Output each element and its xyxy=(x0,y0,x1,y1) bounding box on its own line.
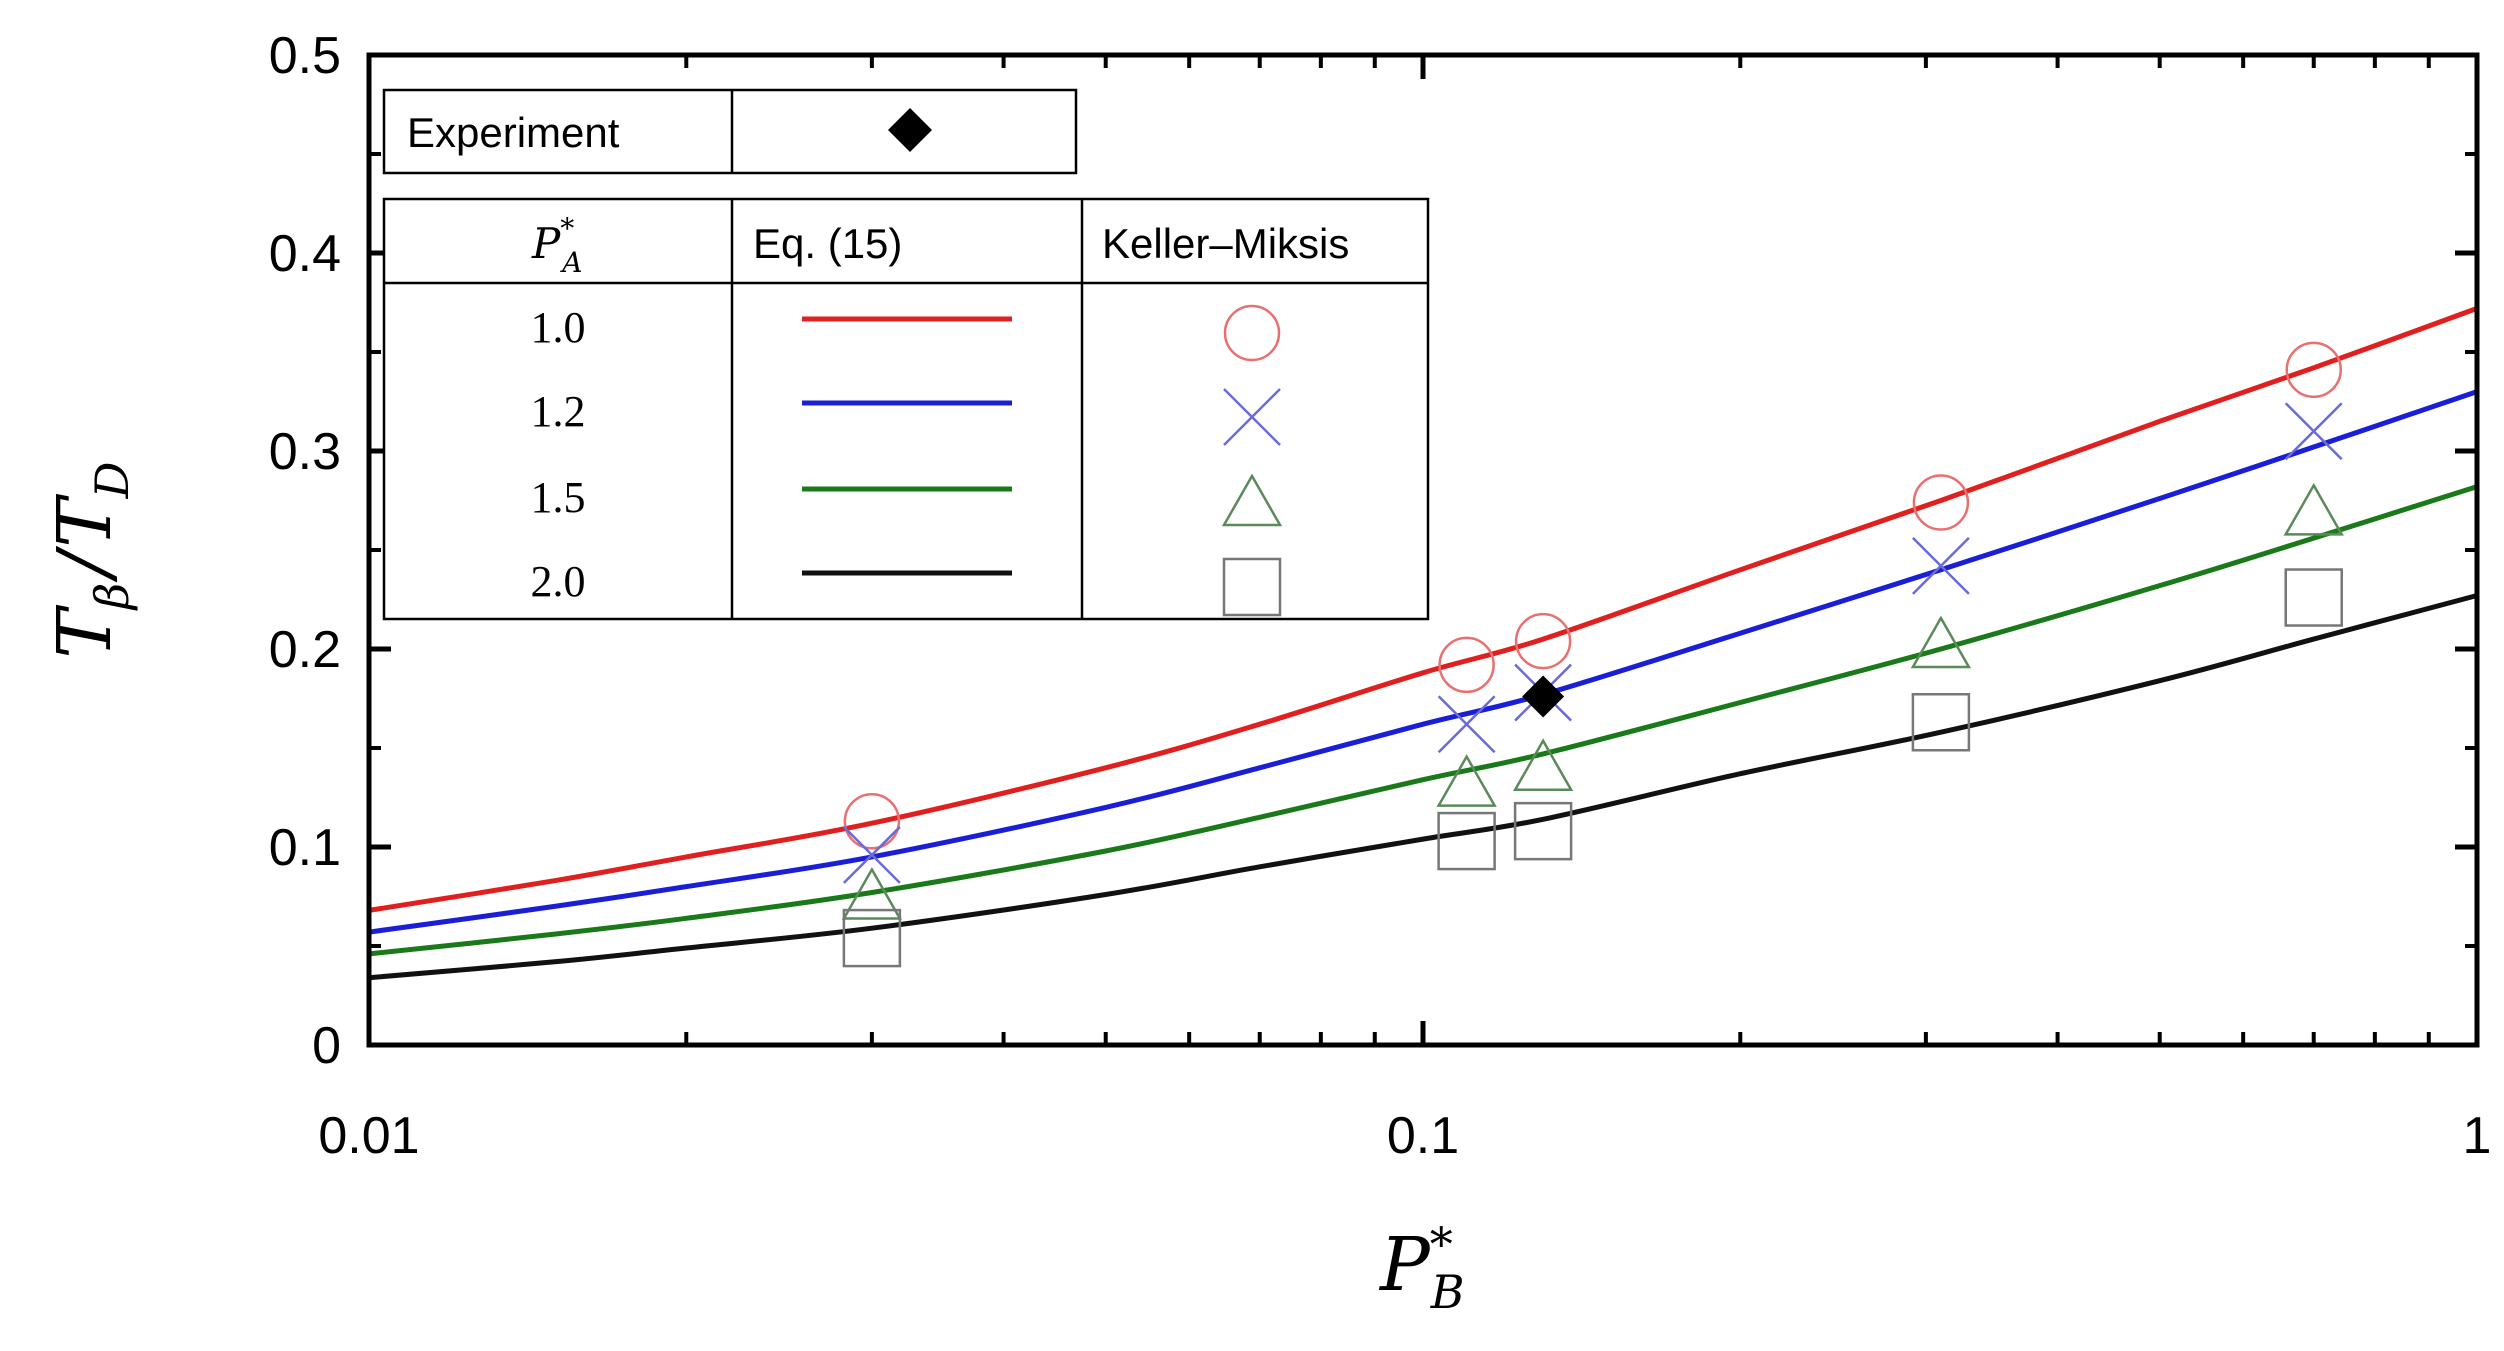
marker-circle-pa-1.0 xyxy=(2285,341,2342,399)
x-axis-title: P* B xyxy=(1378,1217,1465,1319)
legend-experiment-label: Experiment xyxy=(407,109,620,156)
marker-square-pa-2.0 xyxy=(842,908,902,968)
legend-row-marker-cross-stroke-b xyxy=(1223,388,1281,446)
legend-experiment-box xyxy=(382,88,1078,175)
legend-table: P* A Eq. (15) Keller–Miksis 1.0 1.2 1.5 2.0 xyxy=(382,197,1430,621)
x-tick-label: 1 xyxy=(2463,1107,2492,1165)
legend-row-marker-circle xyxy=(1223,304,1281,362)
y-tick-label: 0.1 xyxy=(269,819,341,877)
experiment-marker xyxy=(1522,675,1565,718)
y-title-num-base: T xyxy=(42,605,128,659)
legend-param-sup: * xyxy=(560,212,574,245)
curve-pa-2.0 xyxy=(368,593,2478,981)
legend-row-label: 1.5 xyxy=(531,473,586,522)
y-title-num-sub: β xyxy=(85,583,139,612)
marker-triangle-pa-1.5 xyxy=(1436,754,1497,807)
legend-row-marker-square xyxy=(1222,557,1282,617)
marker-cross-pa-1.2 xyxy=(1912,536,1970,595)
y-title-sep: / xyxy=(42,546,128,583)
marker-triangle-pa-1.5 xyxy=(2283,482,2344,536)
marker-cross-pa-1.2 xyxy=(1437,695,1496,754)
y-tick-label: 0.2 xyxy=(269,621,341,679)
y-title-den-sub: D xyxy=(85,461,139,499)
y-tick-label: 0.3 xyxy=(269,423,341,481)
legend-rows: 1.0 1.2 1.5 2.0 xyxy=(531,303,1283,617)
marker-circle-pa-1.0 xyxy=(1514,612,1572,670)
marker-square-pa-2.0 xyxy=(1911,693,1971,752)
marker-cross-pa-1.2 xyxy=(843,826,901,884)
y-tick-label: 0.5 xyxy=(269,27,341,85)
marker-square-pa-2.0 xyxy=(1513,801,1573,861)
y-title-den-base: T xyxy=(42,494,128,548)
marker-cross-pa-1.2-stroke-b xyxy=(843,826,901,884)
legend-header-km: Keller–Miksis xyxy=(1102,220,1349,267)
curve-pa-1.2 xyxy=(368,389,2478,935)
marker-cross-pa-1.2-stroke-b xyxy=(1437,695,1496,754)
legend-table-box xyxy=(382,197,1430,621)
legend-row-label: 1.0 xyxy=(531,303,586,352)
legend-row-label: 1.2 xyxy=(531,387,586,436)
marker-triangle-pa-1.5 xyxy=(1512,738,1574,792)
marker-circle-pa-1.0 xyxy=(1912,474,1970,531)
curve-pa-1.0 xyxy=(368,306,2478,913)
legend-row-marker-cross xyxy=(1223,388,1281,446)
x-title-sub: B xyxy=(1430,1265,1465,1319)
marker-triangle-pa-1.5 xyxy=(841,866,903,920)
curve-layer xyxy=(368,306,2478,981)
legend-experiment: Experiment xyxy=(382,88,1078,175)
x-tick-label: 0.1 xyxy=(1387,1107,1459,1165)
y-axis-title: Tβ/TD xyxy=(42,461,139,658)
legend-header-eq: Eq. (15) xyxy=(753,220,902,267)
marker-cross-pa-1.2 xyxy=(2284,402,2343,461)
y-tick-label: 0.4 xyxy=(269,225,341,283)
marker-square-pa-2.0 xyxy=(1437,811,1496,871)
legend-header-param: P* A xyxy=(531,212,583,279)
legend-param-sub: A xyxy=(559,246,582,279)
legend-row-marker-triangle xyxy=(1221,473,1283,527)
marker-cross-pa-1.2-stroke-b xyxy=(1912,536,1970,595)
legend-experiment-diamond xyxy=(888,108,932,152)
y-tick-label: 0 xyxy=(312,1017,341,1075)
marker-circle-pa-1.0 xyxy=(1438,636,1495,694)
marker-cross-pa-1.2-stroke-b xyxy=(2284,402,2343,461)
x-tick-label: 0.01 xyxy=(318,1107,419,1165)
x-title-base: P xyxy=(1378,1222,1431,1308)
marker-square-pa-2.0 xyxy=(2284,568,2343,627)
legend-row-label: 2.0 xyxy=(531,557,586,606)
legend-param-base: P xyxy=(531,219,561,268)
curve-pa-1.5 xyxy=(368,484,2478,957)
marker-circle-pa-1.0 xyxy=(843,793,901,850)
marker-triangle-pa-1.5 xyxy=(1910,615,1972,669)
tick-layer: 0 0.1 0.2 0.3 0.4 0.5 0.01 0.1 1 xyxy=(269,27,2492,1165)
marker-layer xyxy=(841,341,2344,968)
x-title-sup: * xyxy=(1430,1217,1453,1271)
